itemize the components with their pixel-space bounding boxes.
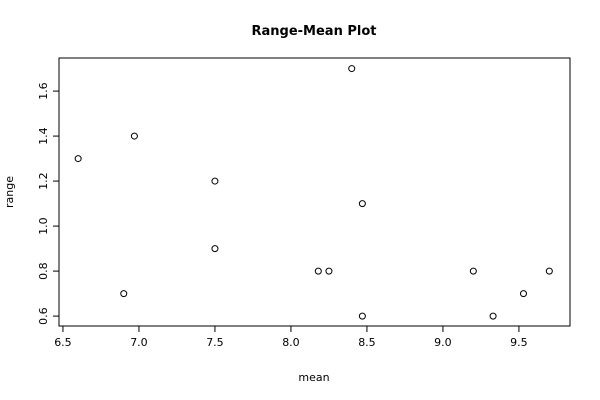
x-tick-label: 9.5: [510, 336, 528, 349]
x-tick-label: 8.0: [282, 336, 300, 349]
point: [130, 132, 138, 140]
y-tick-label: 1.2: [37, 172, 50, 190]
y-tick-label: 0.6: [37, 307, 50, 325]
y-tick-label: 1.4: [37, 127, 50, 145]
y-tick-label: 1.0: [37, 217, 50, 235]
point: [120, 290, 128, 298]
x-axis-label: mean: [298, 371, 329, 384]
point: [211, 245, 219, 253]
point: [519, 290, 527, 298]
plot-frame: [58, 57, 571, 327]
y-axis-label: range: [3, 176, 16, 208]
chart-title: Range-Mean Plot: [252, 24, 377, 39]
point: [358, 312, 366, 320]
x-tick-label: 7.5: [206, 336, 224, 349]
point: [545, 267, 553, 275]
point: [489, 312, 497, 320]
point: [469, 267, 477, 275]
y-tick-label: 0.8: [37, 262, 50, 280]
point: [211, 177, 219, 185]
x-tick-label: 8.5: [358, 336, 376, 349]
point: [348, 65, 356, 73]
x-tick-label: 9.0: [434, 336, 452, 349]
point: [74, 155, 82, 163]
point: [325, 267, 333, 275]
x-tick-label: 7.0: [130, 336, 148, 349]
y-tick-label: 1.6: [37, 82, 50, 100]
x-tick-label: 6.5: [54, 336, 72, 349]
point: [358, 200, 366, 208]
point: [314, 267, 322, 275]
